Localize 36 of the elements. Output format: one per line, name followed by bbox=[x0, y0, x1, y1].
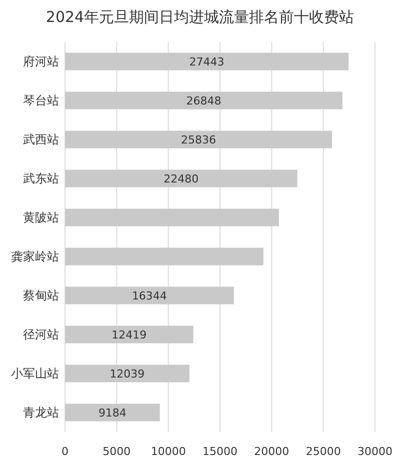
x-tick-label: 10000 bbox=[150, 445, 186, 458]
x-tick-label: 30000 bbox=[358, 445, 392, 458]
bar bbox=[65, 208, 279, 226]
bar bbox=[65, 404, 160, 422]
bar bbox=[65, 130, 332, 148]
bar bbox=[65, 364, 190, 382]
y-tick-label: 黄陂站 bbox=[23, 210, 59, 224]
y-tick-label: 武西站 bbox=[23, 132, 59, 146]
data-label: 16344 bbox=[132, 290, 167, 302]
data-label: 12419 bbox=[112, 328, 147, 342]
y-tick-label: 府河站 bbox=[23, 54, 59, 68]
y-tick-label: 琴台站 bbox=[23, 94, 59, 108]
data-label: 27443 bbox=[189, 56, 224, 68]
y-tick-label: 青龙站 bbox=[23, 406, 59, 420]
x-tick-label: 5000 bbox=[102, 445, 131, 458]
y-tick-label: 小军山站 bbox=[11, 366, 59, 380]
y-tick-label: 武东站 bbox=[23, 172, 59, 186]
data-label: 25836 bbox=[180, 134, 216, 146]
x-tick-label: 20000 bbox=[254, 445, 290, 458]
x-tick-label: 0 bbox=[62, 445, 68, 458]
data-label: 22480 bbox=[164, 172, 199, 186]
y-tick-label: 径河站 bbox=[23, 328, 59, 342]
bar bbox=[65, 52, 349, 70]
data-label: 26848 bbox=[186, 94, 222, 108]
x-tick-label: 15000 bbox=[202, 445, 238, 458]
y-tick-label: 蔡甸站 bbox=[23, 288, 59, 302]
data-label: 12039 bbox=[110, 368, 145, 380]
chart-title: 2024年元旦期间日均进城流量排名前十收费站 bbox=[46, 8, 354, 26]
x-tick-label: 25000 bbox=[306, 445, 341, 458]
data-label: 9184 bbox=[98, 406, 126, 420]
bar bbox=[65, 286, 234, 304]
y-tick-label: 龚家岭站 bbox=[11, 250, 59, 264]
bar bbox=[65, 170, 298, 188]
bar bbox=[65, 92, 342, 110]
bar bbox=[65, 326, 194, 344]
bar bbox=[65, 248, 264, 266]
